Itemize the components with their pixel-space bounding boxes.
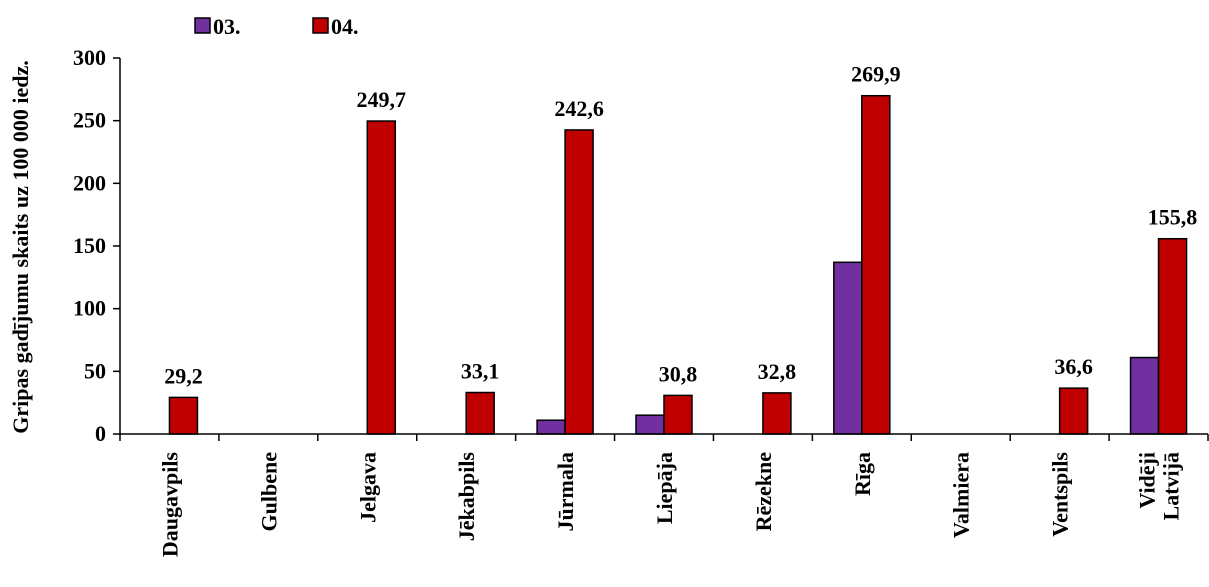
category-label: Rēzekne <box>751 452 776 532</box>
bar-04 <box>1058 387 1089 435</box>
data-labels: 29,2 249,7 33,1 242,6 30,8 32,8 269,9 36,6 155,8 <box>164 62 1197 389</box>
bar-04 <box>465 391 495 435</box>
category-label: Jelgava <box>355 452 380 523</box>
legend-swatch <box>312 17 329 34</box>
legend: 03. 04. <box>194 14 359 39</box>
y-axis: 0 50 100 150 200 250 300 <box>73 45 121 446</box>
data-label: 32,8 <box>758 359 797 384</box>
category-label: Rīga <box>850 452 875 496</box>
data-label: 249,7 <box>357 87 407 112</box>
bar-04 <box>762 392 792 435</box>
data-label: 242,6 <box>554 96 604 121</box>
data-label: 29,2 <box>164 363 203 388</box>
legend-label: 03. <box>213 14 241 39</box>
bar-03 <box>635 414 665 435</box>
data-label: 33,1 <box>461 359 500 384</box>
y-tick-label: 200 <box>73 170 106 195</box>
y-tick-label: 0 <box>95 421 106 446</box>
category-label: Jūrmala <box>553 452 578 531</box>
bar-04 <box>663 394 693 435</box>
category-label: Daugavpils <box>157 452 182 558</box>
bar-04 <box>861 94 891 435</box>
bar-04 <box>1157 237 1188 435</box>
category-label: Latvijā <box>1159 452 1184 520</box>
y-tick-label: 150 <box>73 233 106 258</box>
bar-03 <box>833 261 863 435</box>
legend-swatch <box>194 17 211 34</box>
y-tick-label: 300 <box>73 45 106 70</box>
category-label: Valmiera <box>949 452 974 538</box>
bar-04 <box>168 396 199 435</box>
data-label: 155,8 <box>1148 205 1198 230</box>
bar-04 <box>564 129 594 435</box>
y-axis-label: Gripas gadījumu skaits uz 100 000 iedz. <box>8 60 33 433</box>
category-label: Ventspils <box>1048 452 1073 537</box>
category-label: Vidēji <box>1135 452 1160 509</box>
x-axis: Daugavpils Gulbene Jelgava Jēkabpils Jūrmala… <box>119 433 1209 558</box>
bar-03 <box>1129 356 1160 435</box>
y-tick-label: 50 <box>84 358 106 383</box>
data-label: 269,9 <box>851 62 901 87</box>
data-label: 36,6 <box>1054 354 1093 379</box>
category-label: Jēkabpils <box>454 452 479 542</box>
legend-label: 04. <box>331 14 359 39</box>
y-tick-label: 250 <box>73 108 106 133</box>
category-label: Liepāja <box>652 452 677 524</box>
data-label: 30,8 <box>659 361 698 386</box>
y-tick-label: 100 <box>73 296 106 321</box>
bar-03 <box>536 419 566 435</box>
category-label: Gulbene <box>256 452 281 532</box>
bars <box>168 94 1188 435</box>
bar-04 <box>366 120 397 435</box>
